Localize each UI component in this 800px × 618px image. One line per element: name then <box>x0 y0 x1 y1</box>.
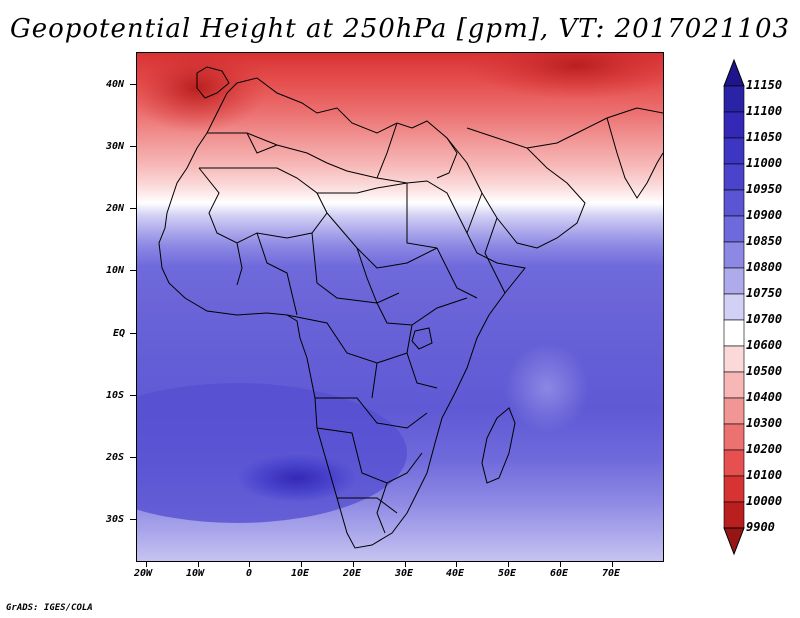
colorbar-level-label: 10000 <box>746 494 783 508</box>
lon-tick <box>146 562 147 567</box>
lon-tick <box>405 562 406 567</box>
colorbar-segment <box>723 501 745 529</box>
lon-label-0: 0 <box>246 568 253 579</box>
colorbar-segment <box>723 85 745 113</box>
colorbar-segment <box>723 267 745 295</box>
lat-tick <box>130 84 136 85</box>
colorbar-bottom-arrow <box>723 527 745 556</box>
colorbar-level-label: 10700 <box>746 312 783 326</box>
colorbar-level-label: 10400 <box>746 390 783 404</box>
geopotential-field <box>137 53 663 561</box>
lon-label-60e: 60E <box>550 568 569 579</box>
colorbar-segment <box>723 371 745 399</box>
lon-label-10e: 10E <box>291 568 310 579</box>
colorbar-segment <box>723 163 745 191</box>
lon-tick <box>560 562 561 567</box>
lat-tick <box>130 395 136 396</box>
lat-label-20s: 20S <box>106 452 125 463</box>
lon-tick <box>198 562 199 567</box>
colorbar-level-label: 10850 <box>746 234 783 248</box>
lat-label-30s: 30S <box>106 514 125 525</box>
lon-tick <box>249 562 250 567</box>
colorbar-segment <box>723 189 745 217</box>
colorbar-level-label: 10200 <box>746 442 783 456</box>
lon-label-40e: 40E <box>446 568 465 579</box>
credit-text: GrADS: IGES/COLA <box>6 603 93 613</box>
colorbar-level-label: 9900 <box>746 520 775 534</box>
lon-tick <box>508 562 509 567</box>
colorbar-segment <box>723 475 745 503</box>
colorbar-segment <box>723 449 745 477</box>
lat-tick <box>130 457 136 458</box>
colorbar-level-label: 10500 <box>746 364 783 378</box>
lon-tick <box>353 562 354 567</box>
colorbar-top-arrow <box>723 58 745 87</box>
colorbar-segment <box>723 423 745 451</box>
colorbar-level-label: 10750 <box>746 286 783 300</box>
colorbar-segment <box>723 397 745 425</box>
colorbar-level-label: 11150 <box>746 78 783 92</box>
lat-label-eq: EQ <box>113 328 126 339</box>
lat-tick <box>130 146 136 147</box>
lat-label-10n: 10N <box>106 265 125 276</box>
colorbar-level-label: 10600 <box>746 338 783 352</box>
map-title: Geopotential Height at 250hPa [gpm], VT:… <box>9 14 791 44</box>
colorbar-level-label: 11100 <box>746 104 783 118</box>
map-panel <box>136 52 664 562</box>
colorbar-level-label: 10100 <box>746 468 783 482</box>
lon-label-50e: 50E <box>498 568 517 579</box>
lon-label-30e: 30E <box>395 568 414 579</box>
lon-tick <box>612 562 613 567</box>
colorbar-segment <box>723 137 745 165</box>
lat-tick <box>130 208 136 209</box>
colorbar-level-label: 11050 <box>746 130 783 144</box>
colorbar <box>723 58 745 556</box>
lon-label-20e: 20E <box>343 568 362 579</box>
colorbar-level-label: 11000 <box>746 156 783 170</box>
colorbar-level-label: 10800 <box>746 260 783 274</box>
colorbar-level-label: 10900 <box>746 208 783 222</box>
colorbar-segment <box>723 345 745 373</box>
lon-tick <box>301 562 302 567</box>
lon-tick <box>456 562 457 567</box>
lat-tick <box>130 270 136 271</box>
lon-label-70e: 70E <box>602 568 621 579</box>
colorbar-segment <box>723 241 745 269</box>
lat-label-20n: 20N <box>106 203 125 214</box>
lat-tick <box>130 519 136 520</box>
lat-label-30n: 30N <box>106 141 125 152</box>
colorbar-segment <box>723 111 745 139</box>
colorbar-segment <box>723 319 745 347</box>
lat-label-10s: 10S <box>106 390 125 401</box>
colorbar-level-label: 10300 <box>746 416 783 430</box>
lat-tick <box>130 333 136 334</box>
lat-label-40n: 40N <box>106 79 125 90</box>
lon-label-10w: 10W <box>186 568 205 579</box>
colorbar-level-label: 10950 <box>746 182 783 196</box>
colorbar-segment <box>723 293 745 321</box>
colorbar-segment <box>723 215 745 243</box>
lon-label-20w: 20W <box>134 568 153 579</box>
